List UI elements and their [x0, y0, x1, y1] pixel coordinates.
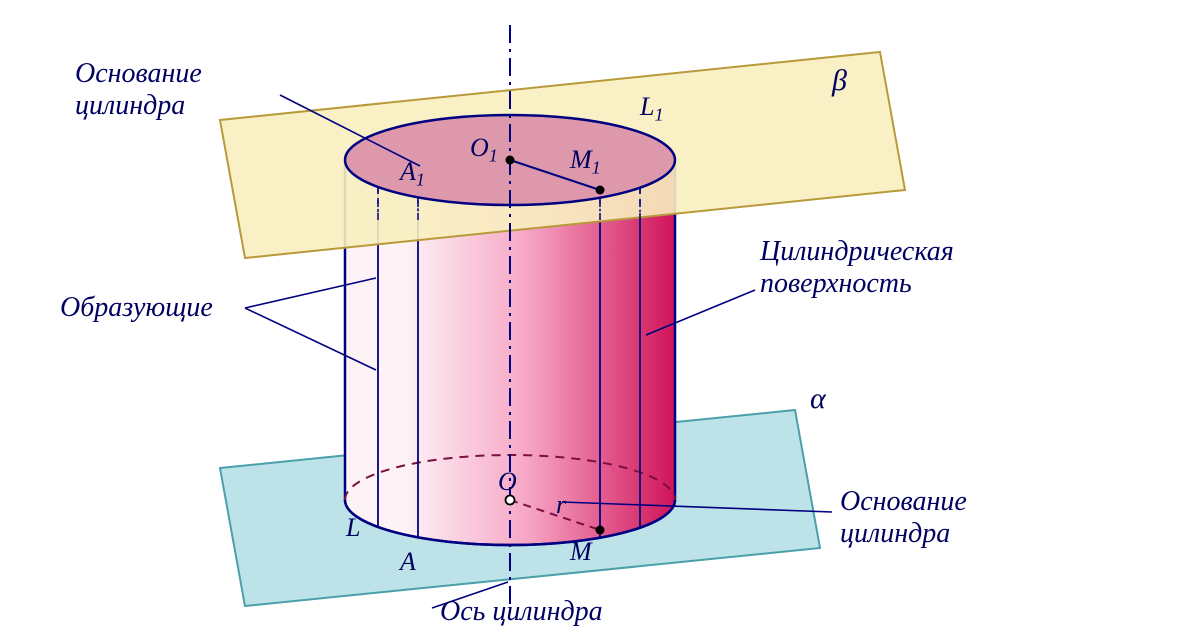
point-M	[596, 526, 605, 535]
label-base-top-line2: цилиндра	[75, 90, 185, 121]
label-generators: Образующие	[60, 292, 213, 323]
label-lateral-surface: Цилиндрическая	[759, 236, 954, 267]
point-M1	[596, 186, 605, 195]
label-alpha: α	[810, 382, 827, 415]
label-lateral-surface-line2: поверхность	[760, 268, 912, 299]
label-point-O: O	[498, 467, 517, 496]
label-base-bottom: Основание	[840, 486, 967, 517]
point-O1	[506, 156, 515, 165]
label-point-L: L	[345, 513, 360, 542]
point-O	[506, 496, 515, 505]
label-base-top: Основание	[75, 58, 202, 89]
label-beta: β	[831, 64, 847, 97]
label-base-bottom-line2: цилиндра	[840, 518, 950, 549]
label-point-M: M	[569, 537, 593, 566]
label-point-A: A	[398, 547, 416, 576]
label-axis: Ось цилиндра	[440, 596, 603, 627]
label-radius: r	[556, 490, 567, 519]
